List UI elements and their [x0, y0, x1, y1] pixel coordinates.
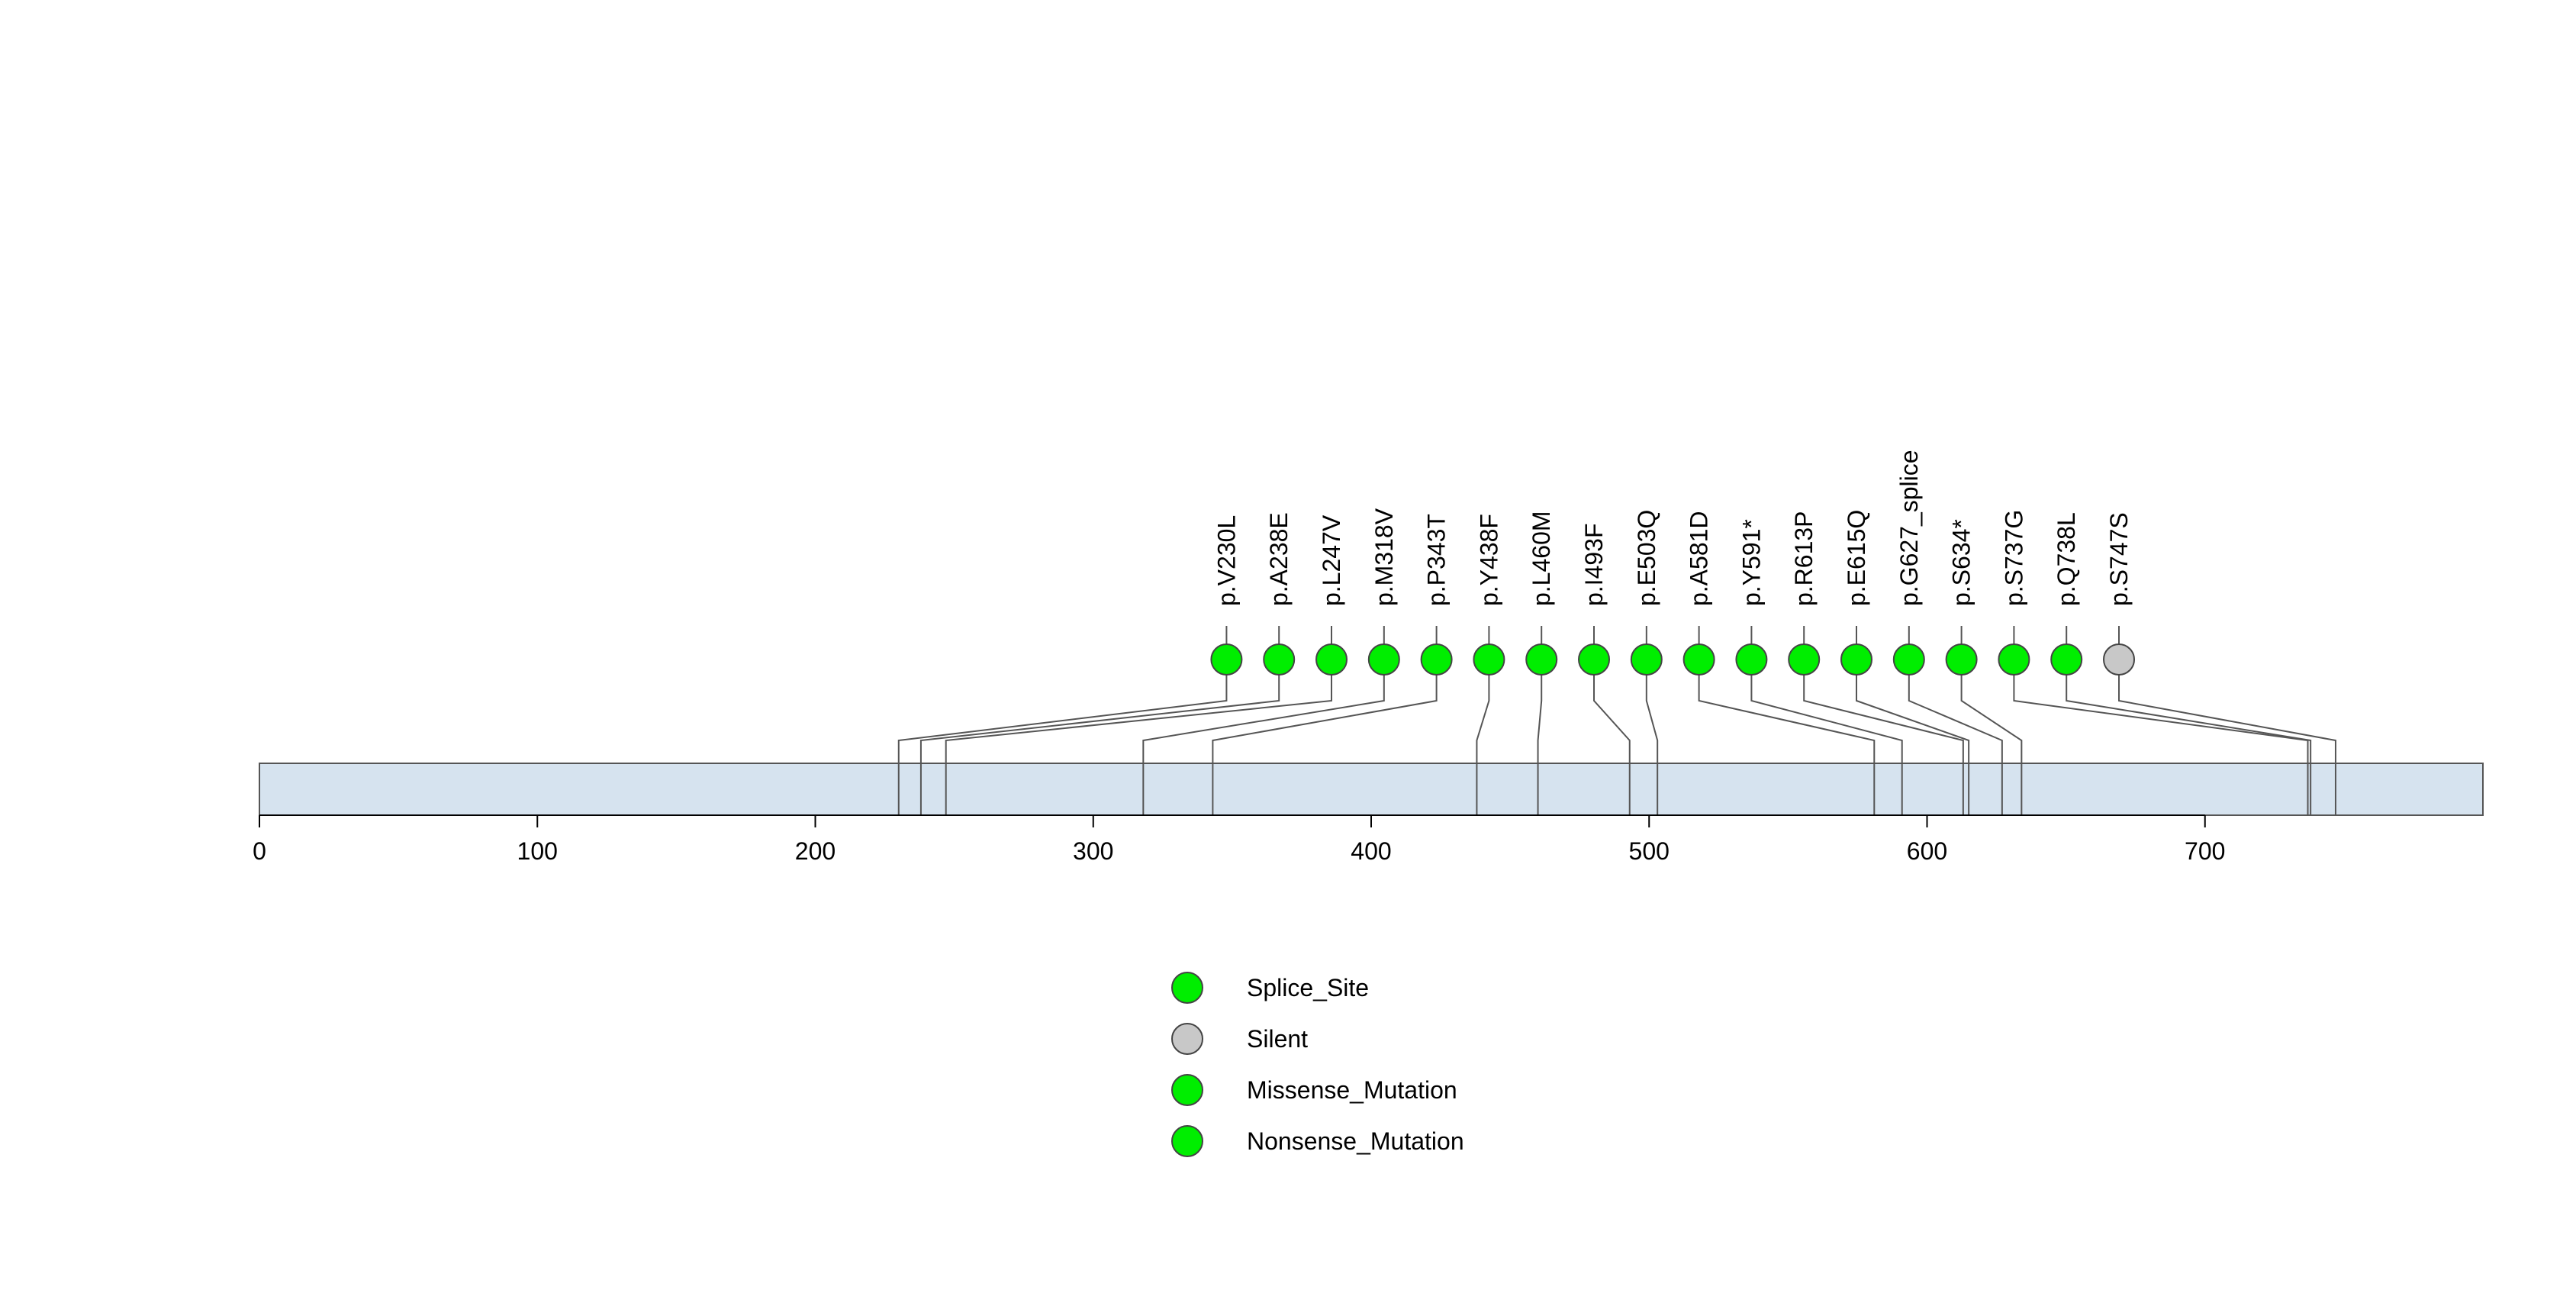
x-axis: 0 100 200 300 400 500 600 700 [253, 814, 2225, 865]
x-tick-label: 700 [2185, 837, 2225, 865]
x-tick-label: 600 [1907, 837, 1947, 865]
lollipop-head [1630, 643, 1663, 676]
mutation-label: p.Y438F [1475, 514, 1502, 606]
lollipop-head [1525, 643, 1558, 676]
mutation-label: p.G627_splice [1895, 450, 1923, 606]
lollipop-stem [1537, 660, 1543, 763]
mutation-label: p.S737G [2000, 510, 2027, 606]
lollipop-stem [1908, 660, 2003, 763]
lollipop-head [1735, 643, 1768, 676]
mutation-label: p.A581D [1686, 511, 1713, 606]
lollipop-stems [897, 626, 2336, 763]
mutation-label: p.A238E [1265, 512, 1293, 606]
legend-swatch [1171, 1125, 1203, 1157]
legend-label: Nonsense_Mutation [1247, 1127, 1464, 1155]
lollipop-stem [897, 660, 1228, 763]
lollipop-head [1998, 643, 2030, 676]
lollipop-head [2050, 643, 2083, 676]
lollipop-stem [1856, 660, 1970, 763]
legend-swatch [1171, 1074, 1203, 1106]
mutation-label: p.M318V [1370, 508, 1398, 606]
lollipop-head [1315, 643, 1348, 676]
lollipop-head [1682, 643, 1715, 676]
lollipop-stem [2066, 660, 2312, 763]
lollipop-head [1210, 643, 1243, 676]
mutation-label: p.V230L [1212, 515, 1240, 606]
lollipop-stem [1960, 660, 2023, 763]
mutation-label: p.S747S [2105, 512, 2133, 606]
x-tick-label: 100 [517, 837, 558, 865]
mutation-label: p.Q738L [2053, 512, 2080, 606]
lollipop-stem [2013, 660, 2309, 763]
lollipop-stem [1803, 660, 1964, 763]
mutation-label: p.R613P [1790, 511, 1818, 606]
lollipop-stem [1476, 660, 1490, 763]
x-tick-label: 0 [253, 837, 266, 865]
mutation-site-lines [897, 763, 2336, 815]
mutation-label: p.Y591* [1737, 519, 1765, 606]
lollipop-stem [919, 660, 1280, 763]
legend-label: Missense_Mutation [1247, 1076, 1457, 1104]
x-tick-label: 300 [1073, 837, 1113, 865]
x-tick-label: 200 [795, 837, 836, 865]
lollipop-stem [945, 660, 1333, 763]
lollipop-stem [1698, 660, 1876, 763]
legend-label: Splice_Site [1247, 974, 1369, 1001]
legend-label: Silent [1247, 1025, 1308, 1053]
lollipop-stem [1142, 660, 1385, 763]
lollipop-head [1840, 643, 1873, 676]
mutation-labels: p.V230L p.A238E p.L247V p.M318V p.P343T p.Y43… [1212, 450, 2133, 606]
mutation-label: p.L460M [1528, 511, 1555, 606]
protein-bar [259, 763, 2484, 816]
mutation-label: p.I493F [1580, 523, 1608, 606]
mutation-label: p.L247V [1318, 514, 1345, 606]
mutation-label: p.E615Q [1843, 510, 1870, 606]
lollipop-head [1420, 643, 1453, 676]
legend-swatch [1171, 972, 1203, 1004]
mutation-label: p.E503Q [1633, 510, 1660, 606]
lollipop-stem [1212, 660, 1438, 763]
lollipop-heads [1210, 643, 2136, 676]
lollipop-head [1578, 643, 1611, 676]
lollipop-head [2103, 643, 2136, 676]
legend-swatch [1171, 1023, 1203, 1055]
lollipop-stem [2118, 660, 2336, 763]
lollipop-head [1892, 643, 1925, 676]
mutation-label: p.S634* [1948, 519, 1975, 606]
lollipop-head [1945, 643, 1978, 676]
lollipop-head [1367, 643, 1400, 676]
lollipop-head [1473, 643, 1505, 676]
lollipop-stem [1750, 660, 1903, 763]
x-tick-label: 400 [1351, 837, 1391, 865]
legend: Splice_Site Silent Missense_Mutation Nonsen… [1171, 972, 1464, 1157]
lollipop-head [1263, 643, 1296, 676]
mutation-label: p.P343T [1423, 514, 1451, 606]
x-tick-label: 500 [1629, 837, 1670, 865]
lollipop-stem [1593, 660, 1631, 763]
lollipop-head [1788, 643, 1821, 676]
lollipop-stem [1645, 660, 1659, 763]
